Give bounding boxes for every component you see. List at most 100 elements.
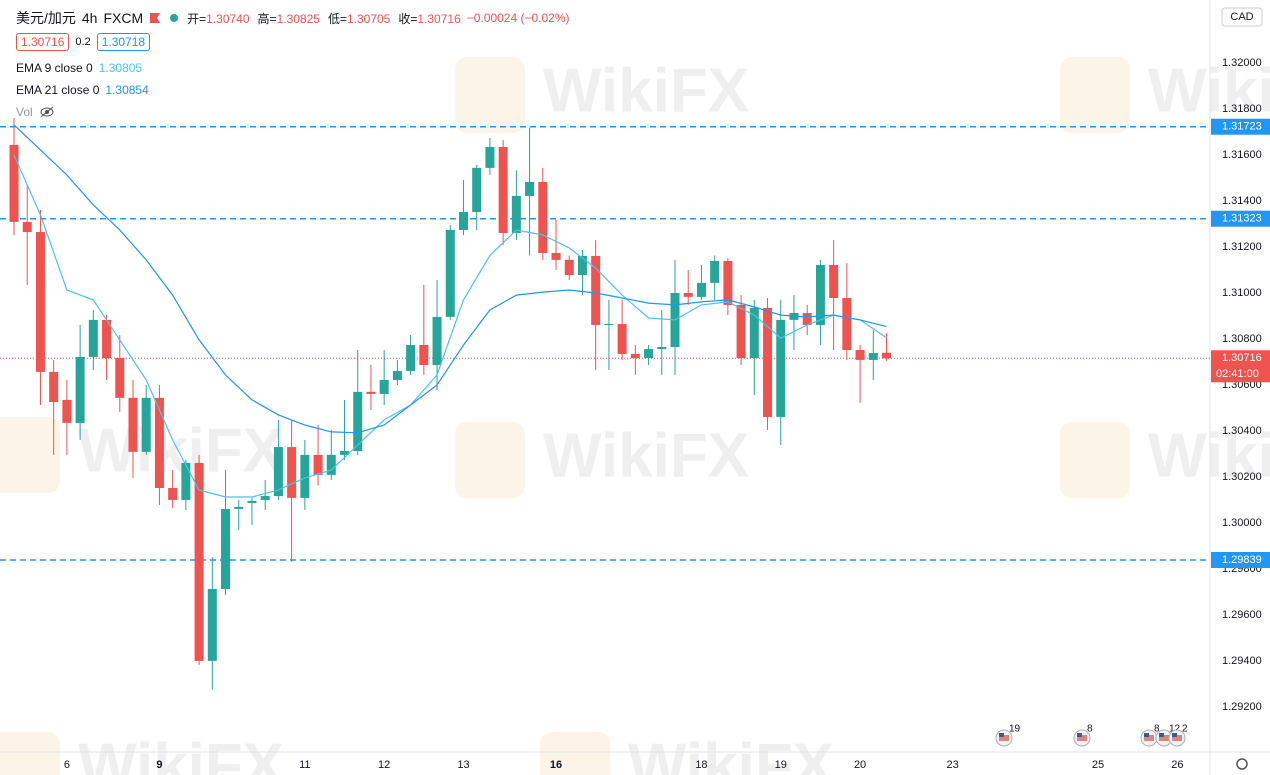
candle-body (617, 324, 627, 354)
x-tick-label: 26 (1171, 759, 1183, 771)
candle-body (141, 397, 151, 452)
candle-body (154, 397, 164, 488)
volume-label[interactable]: Vol (16, 105, 33, 119)
x-tick-label: 20 (854, 759, 866, 771)
candle-body (9, 144, 19, 222)
settings-icon[interactable] (1236, 758, 1248, 770)
symbol-header: 美元/加元 4h FXCM 开=1.30740 高=1.30825 低=1.3070… (16, 8, 570, 28)
event-icon[interactable]: 8 (1073, 724, 1093, 747)
candle-body (35, 232, 45, 372)
countdown: 02:41:00 (1216, 368, 1259, 380)
settings-gear[interactable] (1236, 758, 1248, 770)
candle-body (763, 307, 773, 417)
y-tick-label: 1.31800 (1222, 103, 1262, 115)
watermark: WikiFX (1148, 421, 1270, 490)
y-tick-label: 1.31400 (1222, 195, 1262, 207)
candle-body (379, 379, 389, 394)
candle-body (353, 391, 363, 451)
ohlc-value: 1.30825 (276, 11, 320, 26)
y-tick-label: 1.31200 (1222, 241, 1262, 253)
candle-body (749, 307, 759, 359)
watermark: WikiFX (543, 56, 749, 125)
event-count: 12 (1169, 724, 1181, 735)
spread: 0.2 (75, 36, 91, 48)
ema9-label[interactable]: EMA 9 close 0 (16, 61, 93, 75)
x-tick-label: 23 (946, 759, 958, 771)
watermark: WikiFX (1148, 56, 1270, 125)
ohlc-value: 1.30740 (206, 11, 250, 26)
candle-body (829, 264, 839, 299)
x-tick-label: 19 (775, 759, 787, 771)
ohlc-label: 高= (257, 11, 277, 26)
event-count: 2 (1182, 724, 1188, 735)
watermark-logo (0, 732, 60, 775)
candle-body (168, 487, 178, 500)
candle-body (485, 146, 495, 168)
watermark-layer: WikiFX WikiFX WikiFX WikiFX WikiFX WikiFX Wiki… (0, 56, 1270, 775)
y-tick-label: 1.29600 (1222, 609, 1262, 621)
event-icon[interactable]: 2 (1168, 724, 1188, 747)
candle-body (472, 167, 482, 213)
flag-icon[interactable] (149, 12, 161, 24)
candle-body (657, 347, 667, 350)
candle-body (696, 282, 706, 297)
event-flag-stripes (999, 735, 1009, 741)
watermark: WikiFX (543, 421, 749, 490)
candle-body (128, 397, 138, 452)
watermark: WikiFX (78, 416, 284, 485)
x-tick-label: 12 (378, 759, 390, 771)
candle-body (564, 259, 574, 276)
candle-body (247, 500, 257, 503)
hide-icon[interactable] (39, 106, 55, 118)
ema9-legend: EMA 9 close 0 1.30805 (16, 61, 142, 75)
ema21-legend: EMA 21 close 0 1.30854 (16, 83, 149, 97)
candle-body (630, 353, 640, 359)
interval[interactable]: 4h (81, 10, 98, 26)
event-icon[interactable]: 8 (1140, 724, 1160, 747)
candle-body (22, 221, 32, 233)
ema-line (13, 124, 887, 434)
candle-body (511, 195, 521, 233)
x-tick-label: 6 (64, 759, 70, 771)
y-tick-label: 1.31600 (1222, 149, 1262, 161)
y-tick-label: 1.29400 (1222, 655, 1262, 667)
candle-body (300, 454, 310, 498)
event-flag-canton (1144, 733, 1149, 737)
candle-body (723, 261, 733, 305)
ohlc-item: 开=1.30740 (187, 10, 249, 27)
candle-body (882, 352, 892, 359)
candle-body (498, 146, 508, 233)
event-flag-stripes (1144, 735, 1154, 741)
candle-body (406, 344, 416, 371)
candle-body (260, 496, 270, 500)
ema21-value: 1.30854 (105, 83, 149, 97)
currency-label: CAD (1230, 11, 1253, 23)
currency-box[interactable] (1221, 7, 1263, 27)
ohlc-item: 收=1.30716 (398, 10, 460, 27)
quote-row: 1.30716 0.2 1.30718 (16, 33, 151, 51)
event-icon[interactable]: 19 (995, 724, 1021, 747)
x-tick-label: 25 (1092, 759, 1104, 771)
x-tick-label: 9 (156, 759, 162, 771)
bid-box[interactable]: 1.30716 (16, 33, 70, 51)
last-price-tag (1211, 350, 1270, 383)
candle-body (683, 292, 693, 297)
event-flag-canton (999, 733, 1004, 737)
y-tick-label: 1.30000 (1222, 517, 1262, 529)
ohlc: 开=1.30740 高=1.30825 低=1.30705 收=1.30716 (187, 10, 461, 27)
event-count: 19 (1009, 724, 1021, 735)
symbol[interactable]: 美元/加元 (16, 10, 76, 26)
level-tag (1211, 118, 1270, 135)
level-tag-label: 1.29839 (1222, 554, 1262, 566)
watermark-logo (0, 417, 60, 493)
ema21-label[interactable]: EMA 21 close 0 (16, 83, 100, 97)
y-tick-label: 1.30400 (1222, 425, 1262, 437)
ohlc-value: 1.30716 (417, 11, 461, 26)
ask-box[interactable]: 1.30718 (96, 33, 151, 51)
candle-body (855, 350, 865, 360)
candle-body (88, 319, 98, 357)
ohlc-value: 1.30705 (346, 11, 391, 26)
x-tick-label: 11 (299, 759, 310, 771)
level-tag (1211, 551, 1270, 568)
